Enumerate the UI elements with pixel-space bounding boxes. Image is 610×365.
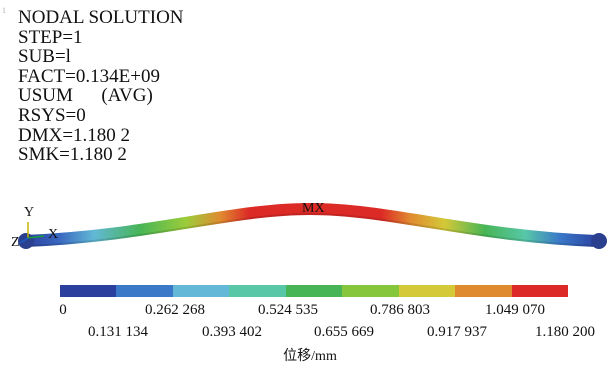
legend-tick-label: 1.049 070 <box>485 302 545 318</box>
axis-x-label: X <box>48 227 58 242</box>
info-usum: USUM (AVG) <box>18 85 153 107</box>
right-end-node <box>591 233 607 249</box>
legend-unit-label: 位移/mm <box>283 349 337 364</box>
legend-swatch <box>285 285 343 297</box>
legend-swatch <box>229 285 286 297</box>
deformed-beam <box>24 202 598 247</box>
info-fact: FACT=0.134E+09 <box>18 65 160 87</box>
info-sub: SUB=l <box>18 46 71 68</box>
legend-swatch <box>116 285 173 297</box>
legend-swatch <box>342 285 399 297</box>
axis-y-label: Y <box>24 205 34 220</box>
legend-tick-label: 0.524 535 <box>258 302 318 318</box>
solution-info-block: NODAL SOLUTION STEP=1 SUB=l FACT=0.134E+… <box>18 8 184 165</box>
legend-tick-label: 0.393 402 <box>202 324 262 340</box>
axis-z-label: Z <box>11 235 20 250</box>
legend-tick-label: 0.786 803 <box>370 302 430 318</box>
figure-index-mark: 1 <box>2 6 6 15</box>
legend-swatch <box>455 285 512 297</box>
legend-tick-label: 0.655 669 <box>314 324 374 340</box>
legend-swatch <box>511 285 568 297</box>
beam-shade <box>24 212 598 247</box>
legend-tick-label: 0 <box>59 302 67 318</box>
info-rsys: RSYS=0 <box>18 104 86 126</box>
info-dmx: DMX=1.180 2 <box>18 124 131 146</box>
info-smk: SMK=1.180 2 <box>18 144 127 166</box>
left-end-node <box>18 233 34 249</box>
info-step: STEP=1 <box>18 26 83 48</box>
legend-swatch <box>398 285 456 297</box>
legend-color-bar <box>60 285 568 297</box>
legend-swatch <box>172 285 230 297</box>
info-title: NODAL SOLUTION <box>18 7 184 28</box>
legend-tick-label: 0.262 268 <box>145 302 205 318</box>
max-marker-label: MX <box>302 201 325 216</box>
legend-tick-label: 0.917 937 <box>427 324 487 340</box>
legend-swatch <box>60 285 117 297</box>
legend-tick-label: 1.180 200 <box>535 324 595 340</box>
axis-triad: Y X Z <box>11 205 58 250</box>
legend-tick-label: 0.131 134 <box>88 324 148 340</box>
